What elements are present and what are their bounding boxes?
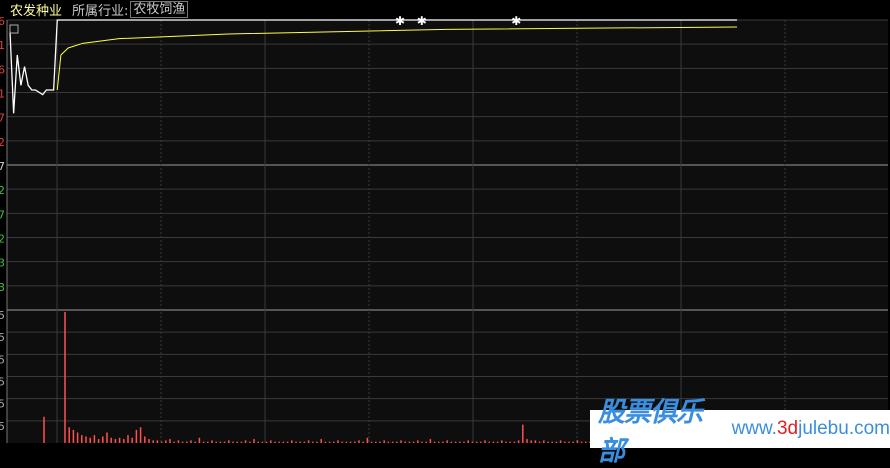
- price-axis-label: 2: [0, 233, 5, 246]
- price-axis-label: 3: [0, 257, 5, 270]
- volume-axis-label: 5: [0, 309, 5, 322]
- industry-label: 所属行业:: [72, 4, 129, 19]
- price-axis-label: 7: [0, 112, 5, 125]
- price-axis-label: 6: [0, 63, 5, 76]
- price-axis-label: 1: [0, 88, 5, 101]
- intraday-chart[interactable]: 6 1 6 1 7 2 7 2 7 2 3 3 5 5 5 5 5 5 ✱ ✱ ✱: [0, 0, 890, 448]
- header: 农发种业 所属行业: 农牧饲渔: [0, 0, 189, 19]
- watermark: 股票俱乐部 www.3djulebu.com: [590, 397, 890, 467]
- volume-axis-label: 5: [0, 398, 5, 411]
- plot-bg: [7, 20, 888, 443]
- price-axis-label: 6: [0, 15, 5, 28]
- volume-axis-label: 5: [0, 353, 5, 366]
- price-axis-label: 7: [0, 208, 5, 221]
- volume-axis-label: 5: [0, 420, 5, 433]
- watermark-url: www.3djulebu.com: [731, 418, 890, 439]
- industry-button[interactable]: 农牧饲渔: [130, 1, 189, 18]
- price-axis-label: 1: [0, 39, 5, 52]
- stock-name: 农发种业: [10, 4, 63, 19]
- event-marker-icon: ✱: [511, 14, 521, 28]
- price-line: [9, 19, 737, 114]
- price-axis-label: 7: [0, 160, 5, 173]
- close-icon: [9, 24, 19, 34]
- price-axis-label: 2: [0, 184, 5, 197]
- price-axis-label: 3: [0, 281, 5, 294]
- event-marker-icon: ✱: [395, 14, 405, 28]
- volume-axis-label: 5: [0, 376, 5, 389]
- avg-price-line: [56, 26, 738, 91]
- volume-axis-label: 5: [0, 331, 5, 344]
- event-marker-icon: ✱: [417, 14, 427, 28]
- watermark-logo: 股票俱乐部: [598, 397, 703, 467]
- price-axis-label: 2: [0, 136, 5, 149]
